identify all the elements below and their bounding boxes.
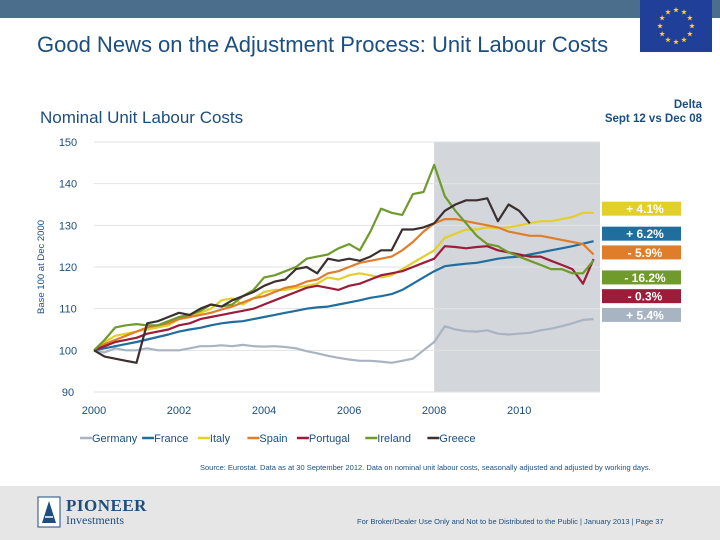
series-line-spain xyxy=(93,218,595,352)
eu-flag-icon xyxy=(640,0,712,52)
delta-label-germany: + 5.4% xyxy=(626,308,664,322)
eu-star-icon xyxy=(681,36,687,43)
y-tick-label: 110 xyxy=(59,304,77,316)
y-axis-label: Base 100 at Dec 2000 xyxy=(36,220,47,314)
delta-box-italy xyxy=(602,201,681,216)
eu-star-icon xyxy=(659,15,665,21)
legend-label-italy: Italy xyxy=(210,433,231,445)
legend-label-germany: Germany xyxy=(92,433,138,445)
slide-title: Good News on the Adjustment Process: Uni… xyxy=(37,32,609,57)
eu-star-icon xyxy=(689,23,695,29)
delta-header-line1: Delta xyxy=(673,99,702,111)
series-line-france xyxy=(93,240,594,352)
delta-label-italy: + 4.1% xyxy=(626,202,664,216)
x-tick-label: 2006 xyxy=(337,405,361,417)
footer-note: For Broker/Dealer Use Only and Not to be… xyxy=(357,517,664,526)
eu-star-icon xyxy=(659,31,665,37)
delta-box-ireland xyxy=(602,270,681,285)
eu-star-icon xyxy=(673,39,679,45)
x-tick-label: 2002 xyxy=(167,405,191,417)
y-tick-label: 90 xyxy=(62,387,74,399)
eu-star-icon xyxy=(687,15,693,21)
delta-header-line2: Sept 12 vs Dec 08 xyxy=(604,113,702,125)
legend-label-france: France xyxy=(154,433,188,445)
x-tick-label: 2010 xyxy=(507,405,531,417)
legend-label-greece: Greece xyxy=(439,433,475,445)
eu-star-icon xyxy=(687,31,693,37)
delta-box-germany xyxy=(602,307,681,322)
footer-bar xyxy=(0,486,720,540)
eu-star-icon xyxy=(681,9,687,15)
eu-star-icon xyxy=(665,36,671,43)
series-line-germany xyxy=(93,318,594,364)
x-tick-label: 2000 xyxy=(82,405,106,417)
chart-subtitle: Nominal Unit Labour Costs xyxy=(40,108,244,127)
x-tick-label: 2004 xyxy=(252,405,276,417)
pioneer-logo-icon xyxy=(37,496,61,528)
delta-label-spain: - 5.9% xyxy=(628,246,663,260)
delta-label-ireland: - 16.2% xyxy=(624,271,666,285)
delta-header: Delta Sept 12 vs Dec 08 xyxy=(590,98,702,126)
legend-label-ireland: Ireland xyxy=(377,433,411,445)
y-tick-label: 100 xyxy=(59,345,77,357)
delta-label-france: + 6.2% xyxy=(626,227,664,241)
logo-text-pioneer: PIONEER xyxy=(66,496,147,515)
legend-label-spain: Spain xyxy=(259,433,287,445)
ulc-chart: 90 100 110 120 130 140 150 2000 2002 2004 2006 2008… xyxy=(36,137,681,445)
source-note: Source: Eurostat. Data as at 30 Septembe… xyxy=(200,463,651,472)
legend-label-portugal: Portugal xyxy=(309,433,350,445)
top-bar xyxy=(0,0,720,18)
y-tick-label: 140 xyxy=(59,179,77,191)
y-tick-label: 150 xyxy=(59,137,77,149)
y-tick-label: 120 xyxy=(59,262,77,274)
eu-star-icon xyxy=(665,9,671,15)
eu-star-icon xyxy=(673,7,679,13)
series-line-ireland xyxy=(93,163,595,352)
delta-box-portugal xyxy=(602,289,681,304)
eu-star-icon xyxy=(657,23,663,29)
y-tick-label: 130 xyxy=(59,220,77,232)
logo-text-investments: Investments xyxy=(66,513,124,527)
x-tick-label: 2008 xyxy=(422,405,446,417)
delta-box-spain xyxy=(602,245,681,260)
series-line-greece xyxy=(93,197,531,364)
delta-box-france xyxy=(602,226,681,241)
delta-label-portugal: - 0.3% xyxy=(628,290,663,304)
